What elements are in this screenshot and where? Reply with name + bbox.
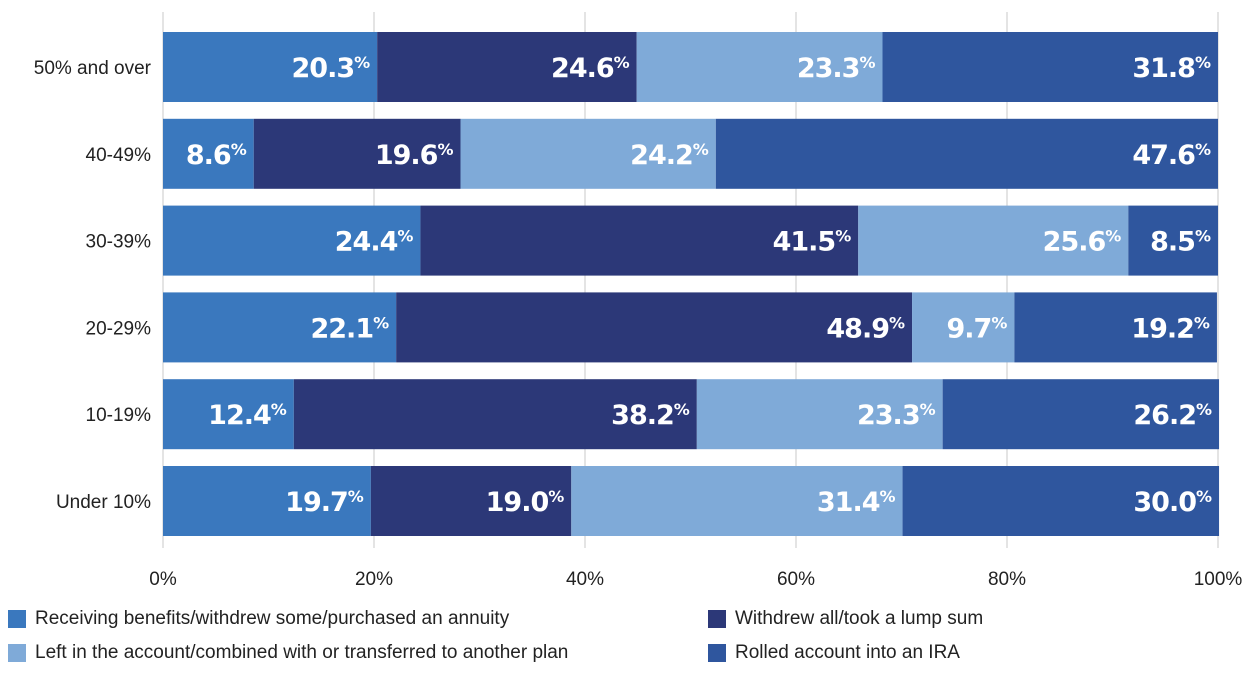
legend-item-lump-sum: Withdrew all/took a lump sum (708, 604, 983, 634)
bar-segment-30-39-s2 (858, 205, 1129, 276)
legend-label-annuity: Receiving benefits/withdrew some/purchas… (35, 608, 510, 629)
legend-item-left-in-account: Left in the account/combined with or tra… (8, 638, 568, 668)
category-label: 50% and over (34, 58, 152, 79)
bar-segment-20-29-s1 (396, 292, 913, 363)
legend: Receiving benefits/withdrew some/purchas… (8, 604, 1238, 686)
bar-segment-10-19-s3 (942, 379, 1220, 450)
bar-segment-10-19-s1 (293, 379, 697, 450)
x-tick-label: 40% (566, 569, 604, 590)
legend-label-left-in-account: Left in the account/combined with or tra… (35, 642, 569, 663)
bar-segment-under-10-s0 (163, 466, 371, 536)
x-axis-ticks: 0% 20% 40% 60% 80% 100% (149, 569, 1242, 590)
bar-segment-30-39-s0 (163, 205, 421, 276)
bar-segment-40-49-s2 (460, 118, 716, 189)
legend-swatch-annuity (8, 610, 26, 628)
data-labels: 20.3% 24.6% 23.3% 31.8%8.6% 19.6% 24.2% 47.6%2… (186, 53, 1213, 518)
bar-segment-50-and-over-s3 (882, 32, 1218, 102)
bar-segment-30-39-s3 (1128, 205, 1218, 276)
bar-segment-under-10-s3 (902, 466, 1220, 536)
legend-swatch-ira (708, 644, 726, 662)
data-label: 8.5% (1150, 227, 1211, 258)
bar-segment-under-10-s2 (571, 466, 903, 536)
legend-label-ira: Rolled account into an IRA (735, 642, 960, 663)
category-label: 10-19% (86, 405, 152, 426)
x-tick-label: 100% (1194, 569, 1243, 590)
bars (163, 32, 1220, 536)
bar-segment-50-and-over-s1 (377, 32, 637, 102)
stacked-bar-chart: 20.3% 24.6% 23.3% 31.8%8.6% 19.6% 24.2% 47.6%2… (34, 12, 1242, 590)
bar-segment-40-49-s1 (253, 118, 461, 189)
x-tick-label: 80% (988, 569, 1026, 590)
data-label: 12.4% (208, 400, 287, 431)
bar-segment-10-19-s2 (696, 379, 943, 450)
bar-segment-50-and-over-s2 (636, 32, 883, 102)
bar-segment-30-39-s1 (420, 205, 859, 276)
legend-label-lump-sum: Withdrew all/took a lump sum (735, 608, 984, 629)
x-tick-label: 0% (149, 569, 177, 590)
legend-item-annuity: Receiving benefits/withdrew some/purchas… (8, 604, 509, 634)
legend-item-ira: Rolled account into an IRA (708, 638, 960, 668)
category-label: 30-39% (86, 232, 152, 253)
bar-segment-20-29-s2 (912, 292, 1015, 363)
bar-segment-40-49-s0 (163, 118, 254, 189)
data-label: 48.9% (826, 313, 905, 344)
bar-segment-20-29-s0 (163, 292, 397, 363)
x-tick-label: 60% (777, 569, 815, 590)
bar-segment-10-19-s0 (163, 379, 294, 450)
legend-swatch-left-in-account (8, 644, 26, 662)
bar-segment-50-and-over-s0 (163, 32, 378, 102)
bar-segment-20-29-s3 (1014, 292, 1217, 363)
category-labels: 50% and over 40-49% 30-39% 20-29% 10-19% Unde… (34, 58, 152, 513)
data-label: 8.6% (186, 140, 247, 171)
category-label: 40-49% (86, 145, 152, 166)
category-label: Under 10% (56, 492, 151, 513)
x-tick-label: 20% (355, 569, 393, 590)
bar-segment-40-49-s3 (715, 118, 1218, 189)
bar-segment-under-10-s1 (370, 466, 572, 536)
legend-swatch-lump-sum (708, 610, 726, 628)
category-label: 20-29% (86, 318, 152, 339)
